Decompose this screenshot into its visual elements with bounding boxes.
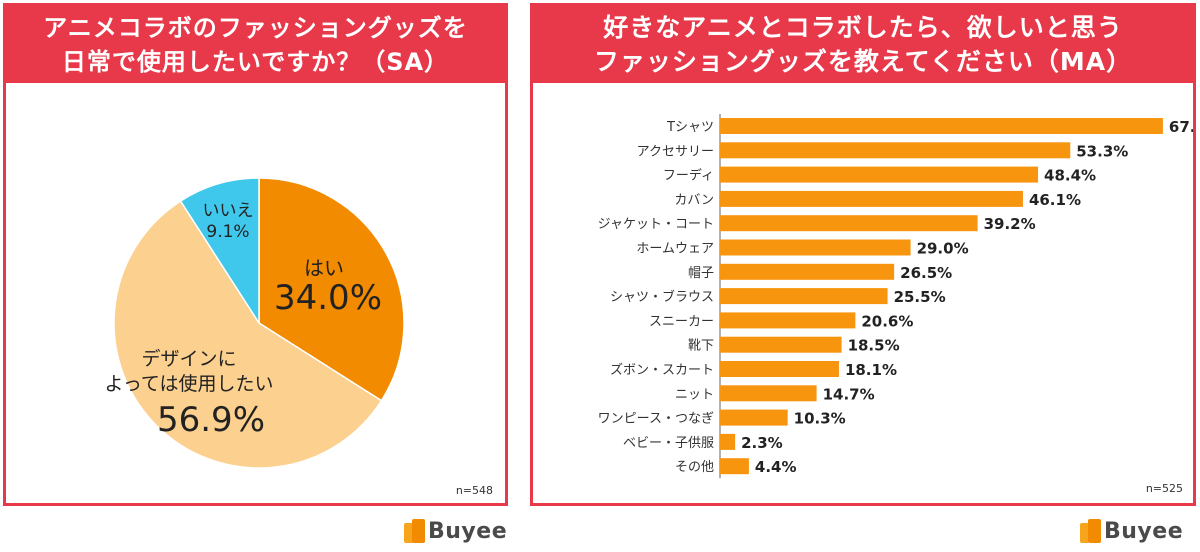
pie-sample-size: n=548 [455, 484, 493, 497]
pie-label-depends-name-line1: デザインに [141, 348, 236, 370]
bar-6 [720, 239, 911, 256]
bar-1 [720, 118, 1163, 134]
pie-slice-no [179, 177, 260, 326]
bar-value-label: 18.5% [848, 337, 900, 355]
bar-11 [720, 361, 839, 377]
bar-value-label: 25.5% [894, 288, 946, 306]
bar-value-label: 10.3% [794, 410, 846, 428]
pie-slice-yes [258, 177, 405, 402]
buyee-logo-text: Buyee [428, 518, 508, 544]
bar-7 [720, 263, 895, 280]
pie-label-depends-value: 56.9% [157, 400, 265, 440]
bar-category-label: ホームウェア [636, 242, 714, 257]
bar-chart: Tシャツ 67.4% アクセサリー 53.3% フーディ 48.4% カバン 46.1% ジャケ… [598, 114, 1193, 479]
bar-12 [720, 385, 817, 402]
bar-category-label: 帽子 [688, 265, 714, 281]
bar-value-label: 39.2% [984, 215, 1036, 233]
bar-14 [720, 433, 736, 450]
bar-3 [720, 166, 1039, 183]
bar-value-label: 14.7% [823, 385, 875, 403]
bar-category-label: ワンピース・つなぎ [598, 412, 714, 427]
bar-value-label: 29.0% [917, 240, 969, 258]
bar-category-label: 靴下 [688, 339, 714, 354]
pie-label-depends-name-line2: よっては使用したい [104, 373, 273, 395]
bar-chart-title: 好きなアニメとコラボしたら、欲しいと思う ファッショングッズを教えてください（M… [533, 6, 1193, 83]
bar-category-label: シャツ・ブラウス [610, 289, 714, 305]
bar-chart-panel: 好きなアニメとコラボしたら、欲しいと思う ファッショングッズを教えてください（M… [530, 3, 1196, 506]
bar-value-label: 2.3% [741, 434, 783, 452]
bar-category-label: スニーカー [649, 314, 714, 329]
bar-category-label: Tシャツ [666, 120, 714, 135]
pie-title-line1: アニメコラボのファッショングッズを [43, 13, 468, 42]
pie-chart-panel: アニメコラボのファッショングッズを 日常で使用したいですか？（SA） はい 34.… [3, 3, 508, 506]
pie-title-line2: 日常で使用したいですか？（SA） [61, 47, 450, 76]
pie-chart-title: アニメコラボのファッショングッズを 日常で使用したいですか？（SA） [6, 6, 505, 83]
bar-sample-size: n=525 [1145, 482, 1183, 495]
bar-category-label: アクセサリー [637, 144, 714, 159]
bar-15 [720, 458, 749, 475]
bar-category-label: カバン [674, 193, 714, 208]
bar-category-label: ジャケット・コート [598, 217, 714, 232]
buyee-logo-icon [404, 519, 426, 543]
buyee-logo-icon [1080, 519, 1102, 543]
bar-category-label: その他 [675, 460, 714, 475]
pie-label-yes-value: 34.0% [274, 278, 382, 318]
buyee-logo-left: Buyee [404, 516, 507, 546]
buyee-logo-right: Buyee [1080, 516, 1183, 546]
bar-value-label: 67.4% [1169, 118, 1193, 136]
bar-10 [720, 336, 842, 353]
bar-category-label: ズボン・スカート [610, 362, 714, 378]
pie-label-no-value: 9.1% [206, 222, 249, 242]
pie-label-no-name: いいえ [203, 201, 254, 221]
bar-9 [720, 312, 856, 329]
pie-slice-depends [113, 200, 383, 469]
bar-value-label: 48.4% [1044, 167, 1096, 185]
bar-4 [720, 190, 1023, 207]
bar-2 [720, 142, 1071, 159]
bar-category-label: ニット [675, 387, 714, 402]
bar-value-label: 18.1% [845, 361, 897, 379]
bar-title-line1: 好きなアニメとコラボしたら、欲しいと思う [603, 12, 1123, 42]
bar-5 [720, 215, 978, 232]
bar-value-label: 4.4% [755, 458, 797, 476]
bar-value-label: 46.1% [1029, 191, 1081, 209]
buyee-logo-text: Buyee [1104, 518, 1184, 544]
pie-label-yes-name: はい [304, 256, 344, 280]
bar-category-label: フーディ [663, 168, 714, 184]
bar-title-line2: ファッショングッズを教えてください（MA） [593, 46, 1133, 76]
bar-value-label: 20.6% [861, 312, 913, 330]
bar-value-label: 53.3% [1076, 142, 1128, 160]
bar-category-label: ベビー・子供服 [623, 436, 714, 451]
bar-13 [720, 409, 788, 426]
bar-value-label: 26.5% [900, 264, 952, 282]
bar-8 [720, 288, 888, 305]
